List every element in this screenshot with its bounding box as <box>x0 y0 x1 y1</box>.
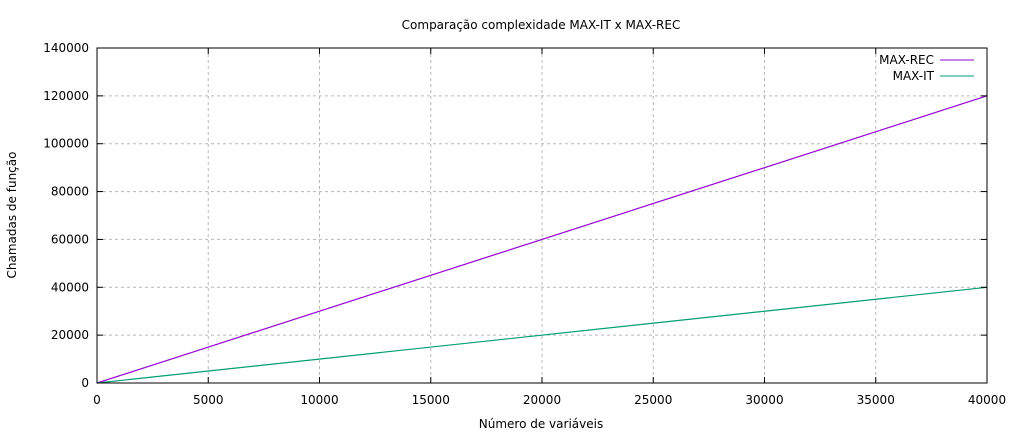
series-line-max-rec <box>96 95 988 384</box>
legend-label-max-rec: MAX-REC <box>879 53 934 67</box>
x-axis-title: Número de variáveis <box>479 417 603 431</box>
axis-ticks <box>96 47 988 384</box>
series-lines <box>96 95 988 384</box>
x-tick-label: 10000 <box>300 393 338 407</box>
x-tick-label: 5000 <box>193 393 224 407</box>
y-tick-label: 40000 <box>51 280 89 294</box>
y-tick-label: 100000 <box>43 137 89 151</box>
y-tick-label: 80000 <box>51 185 89 199</box>
y-tick-label: 0 <box>81 376 89 390</box>
legend: MAX-REC MAX-IT <box>879 53 974 83</box>
y-tick-label: 120000 <box>43 89 89 103</box>
legend-label-max-it: MAX-IT <box>893 69 935 83</box>
chart-title: Comparação complexidade MAX-IT x MAX-REC <box>402 18 681 32</box>
series-line-max-it <box>96 286 988 384</box>
x-tick-labels: 0 5000 10000 15000 20000 25000 30000 35000 40000 <box>93 393 1006 407</box>
x-tick-label: 20000 <box>523 393 561 407</box>
y-axis-title: Chamadas de função <box>5 152 19 279</box>
x-tick-label: 15000 <box>412 393 450 407</box>
x-tick-label: 40000 <box>968 393 1006 407</box>
x-tick-label: 0 <box>93 393 101 407</box>
x-tick-label: 30000 <box>745 393 783 407</box>
y-tick-labels: 0 20000 40000 60000 80000 100000 120000 140000 <box>43 41 89 390</box>
x-tick-label: 35000 <box>857 393 895 407</box>
x-tick-label: 25000 <box>634 393 672 407</box>
y-tick-label: 140000 <box>43 41 89 55</box>
y-tick-label: 60000 <box>51 232 89 246</box>
y-tick-label: 20000 <box>51 328 89 342</box>
